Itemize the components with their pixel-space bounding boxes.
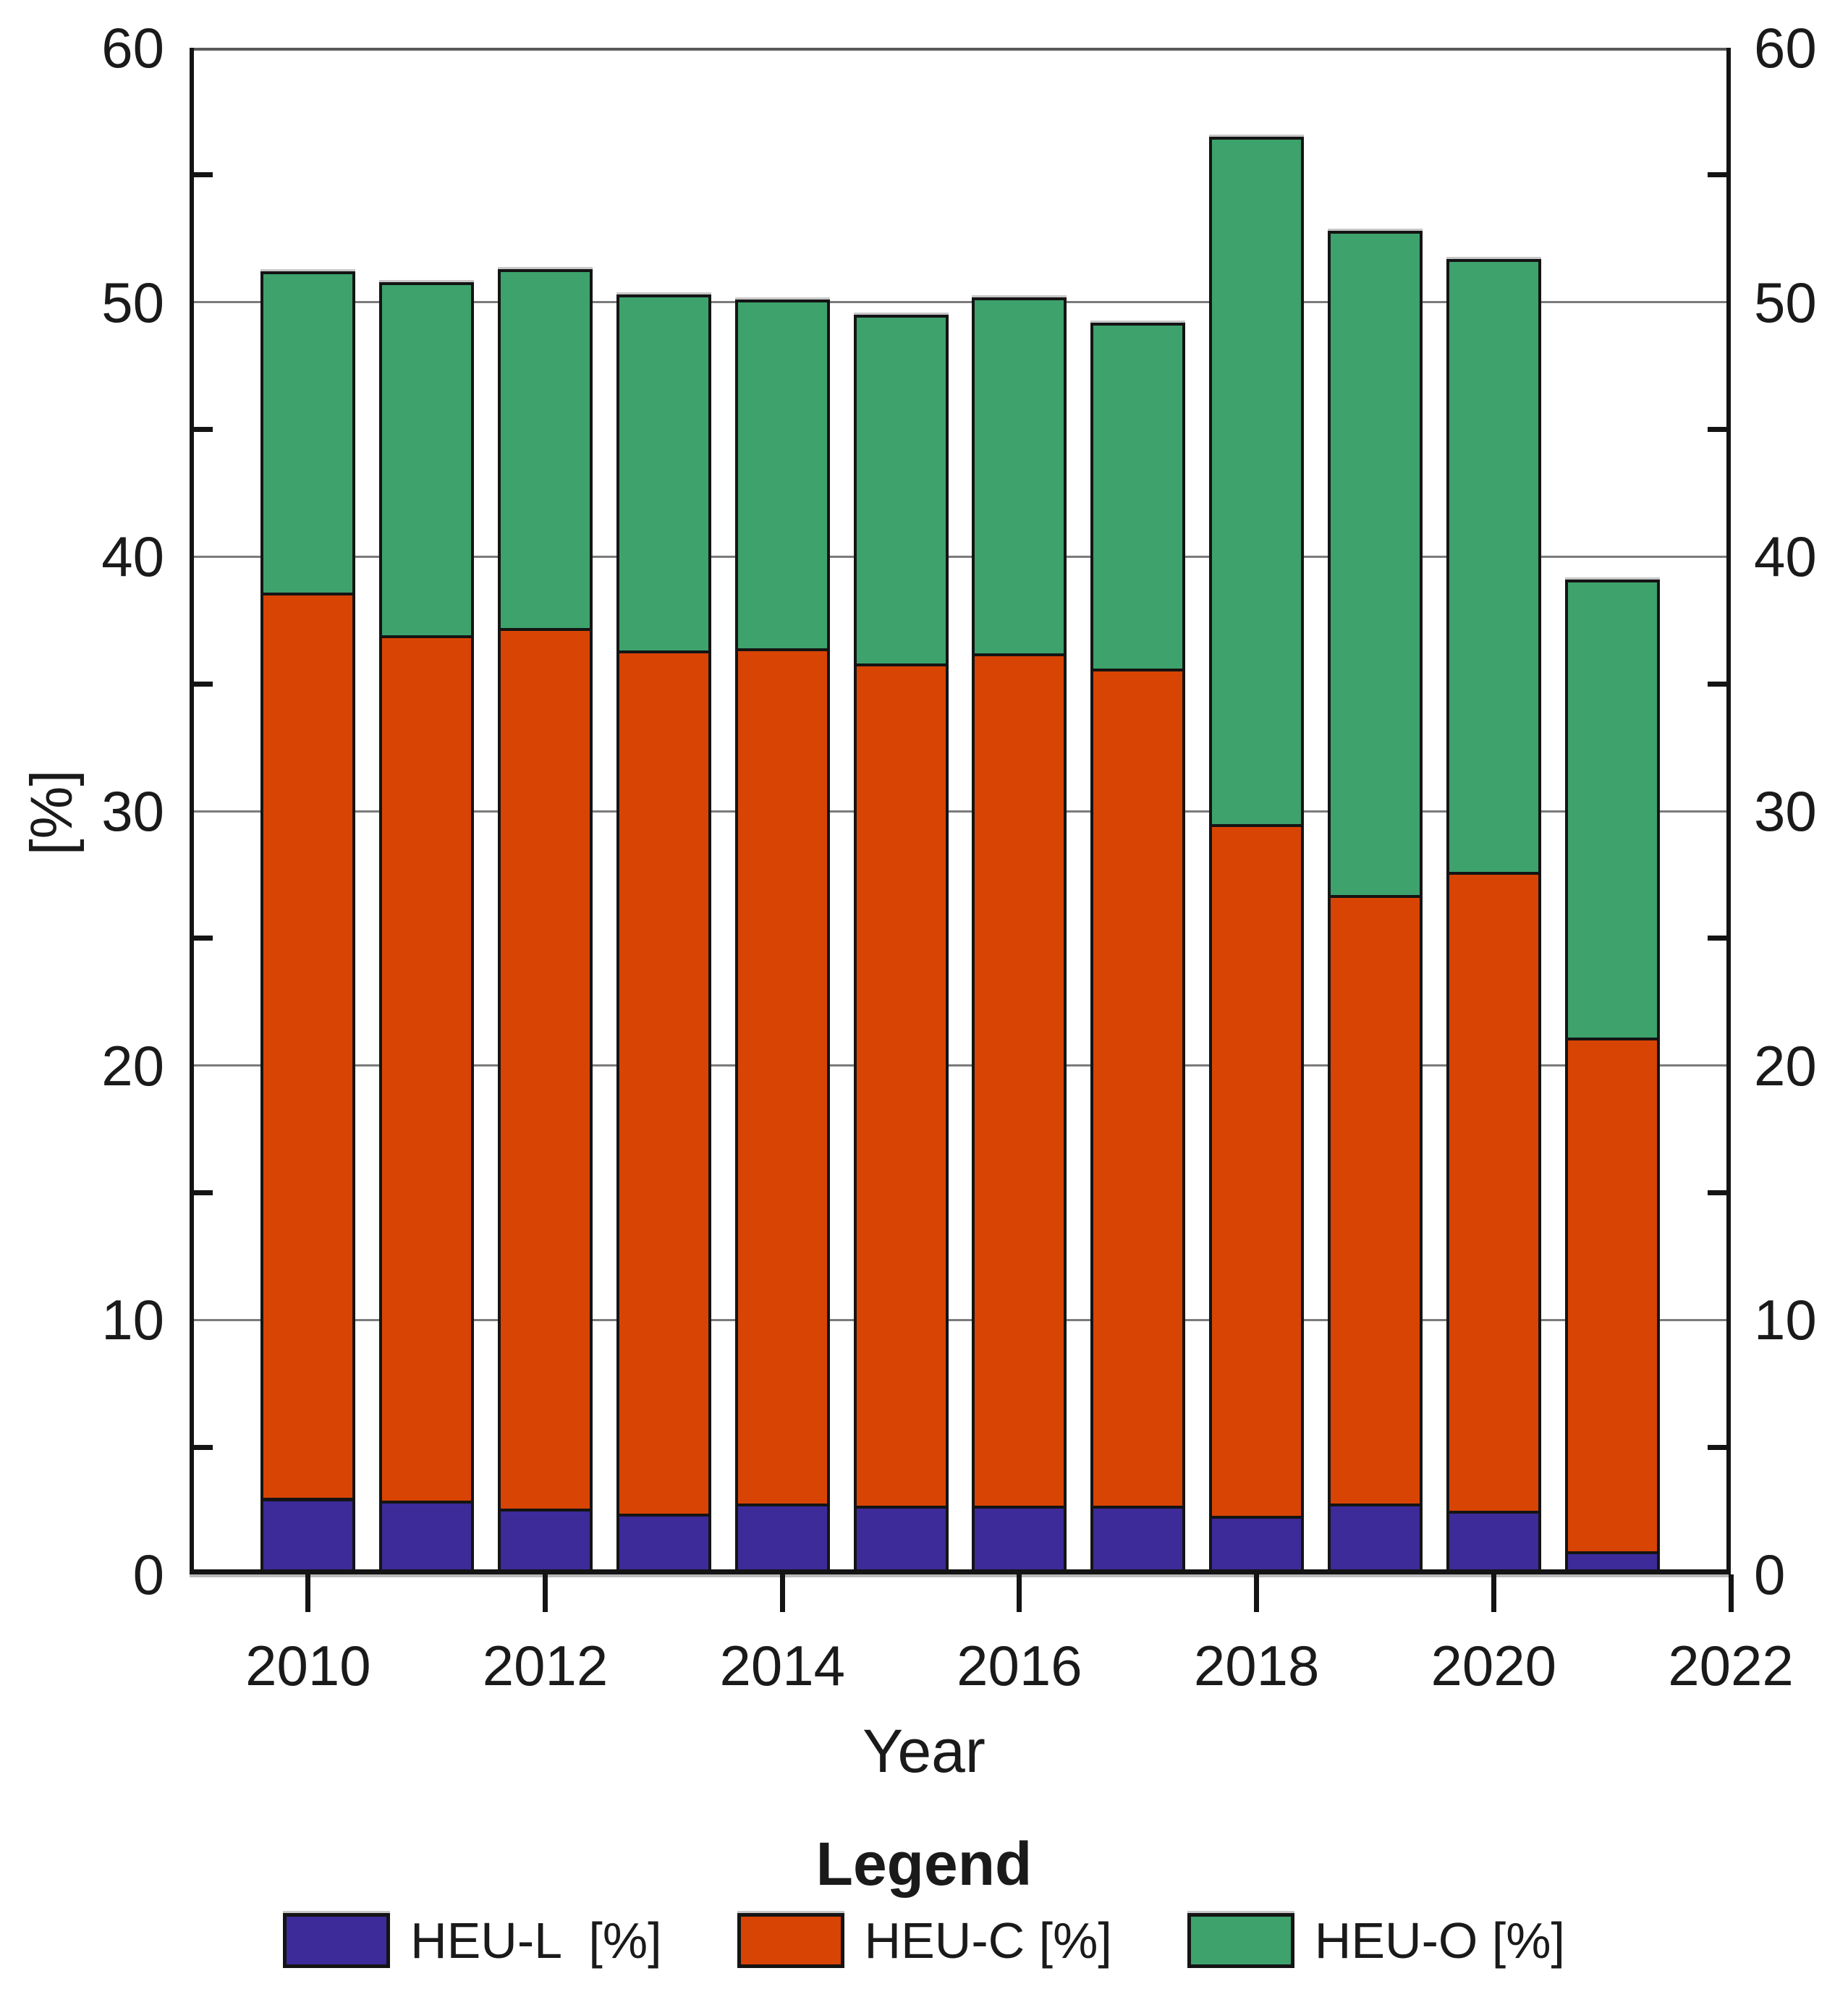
x-tick-label: 2010 <box>245 1634 371 1697</box>
bar-segment <box>616 294 711 654</box>
y-minor-tick <box>194 681 213 687</box>
y-minor-tick <box>1708 936 1726 941</box>
bar-segment <box>1327 895 1423 1506</box>
y-axis-left-spine <box>190 48 194 1574</box>
legend-swatch <box>737 1913 844 1968</box>
legend-label: HEU-C [%] <box>864 1912 1112 1969</box>
legend-item: HEU-O [%] <box>1187 1912 1565 1969</box>
bar-segment <box>260 1498 356 1574</box>
gridline <box>190 810 1731 813</box>
bar-segment <box>734 648 830 1506</box>
y-minor-tick <box>1708 1444 1726 1450</box>
y-tick-label: 40 <box>101 525 164 589</box>
bar-segment <box>379 635 475 1504</box>
x-tick-label: 2014 <box>719 1634 845 1697</box>
y-tick-label: 50 <box>1754 270 1817 334</box>
bar-segment <box>260 271 356 595</box>
y-tick-label: 20 <box>101 1033 164 1098</box>
y-minor-tick <box>194 936 213 941</box>
gridline <box>190 555 1731 558</box>
x-axis-spine <box>190 1569 1731 1574</box>
legend-swatch <box>283 1913 391 1968</box>
legend-label: HEU-O [%] <box>1314 1912 1565 1969</box>
bar-segment <box>1090 1506 1186 1574</box>
bar-segment <box>1090 322 1186 672</box>
bar-segment <box>379 281 475 639</box>
y-tick-label: 40 <box>1754 525 1817 589</box>
x-major-tick <box>1017 1574 1022 1612</box>
gridline <box>190 1064 1731 1067</box>
bar-segment <box>498 627 593 1511</box>
y-minor-tick <box>194 1444 213 1450</box>
y-minor-tick <box>194 427 213 432</box>
legend-label: HEU-L [%] <box>410 1912 662 1969</box>
bar-segment <box>1446 872 1541 1514</box>
y-minor-tick <box>1708 681 1726 687</box>
plot-area: 0 0 10 10 20 20 30 30 40 40 50 50 60 60 2010 2012 2014 20… <box>101 16 1817 1697</box>
x-tick-label: 2016 <box>957 1634 1082 1697</box>
y-minor-tick <box>1708 427 1726 432</box>
y-tick-label: 0 <box>1754 1543 1786 1606</box>
bar-segment <box>1327 231 1423 899</box>
x-tick-label: 2018 <box>1193 1634 1320 1697</box>
x-major-tick <box>779 1574 785 1612</box>
bar-segment <box>616 650 711 1517</box>
bar-segment <box>853 1506 949 1574</box>
y-minor-tick <box>1708 1190 1726 1195</box>
bar-segment <box>1090 669 1186 1509</box>
bar-segment <box>972 653 1067 1509</box>
bar-segment <box>1446 1511 1541 1574</box>
bar-segment <box>853 315 949 667</box>
x-major-tick <box>543 1574 548 1612</box>
x-axis-title: Year <box>862 1717 986 1785</box>
x-tick-label: 2022 <box>1668 1634 1794 1697</box>
y-tick-label: 20 <box>1754 1033 1817 1098</box>
x-major-tick <box>1254 1574 1260 1612</box>
bar-segment <box>616 1513 711 1574</box>
bar-segment <box>1564 1037 1660 1555</box>
y-minor-tick <box>1708 172 1726 178</box>
bar-segment <box>498 268 593 631</box>
gridline <box>190 301 1731 304</box>
bar-segment <box>972 1506 1067 1574</box>
bar-segment <box>1446 258 1541 875</box>
legend-title: Legend <box>815 1830 1033 1898</box>
bar-segment <box>260 592 356 1501</box>
gridline-top <box>190 48 1731 51</box>
legend-item: HEU-L [%] <box>283 1912 662 1969</box>
bar-segment <box>1327 1503 1423 1574</box>
y-tick-label: 30 <box>101 779 164 843</box>
bar-segment <box>853 663 949 1509</box>
x-major-tick <box>1728 1574 1734 1612</box>
x-tick-label: 2012 <box>482 1634 609 1697</box>
y-tick-label: 60 <box>1754 16 1817 80</box>
y-axis-right-spine <box>1726 48 1731 1574</box>
y-tick-label: 10 <box>101 1288 164 1352</box>
bar-segment <box>1209 1516 1305 1574</box>
bar-segment <box>734 1503 830 1574</box>
x-major-tick <box>1491 1574 1496 1612</box>
bar-segment <box>1209 137 1305 827</box>
y-minor-tick <box>194 172 213 178</box>
legend: HEU-L [%] HEU-C [%] HEU-O [%] <box>0 1912 1848 1969</box>
bar-segment <box>1564 579 1660 1040</box>
y-tick-label: 10 <box>1754 1288 1817 1352</box>
y-tick-label: 0 <box>132 1543 164 1606</box>
y-tick-label: 50 <box>101 270 164 334</box>
legend-swatch <box>1187 1913 1294 1968</box>
bar-segment <box>498 1508 593 1574</box>
bar-segment <box>379 1501 475 1574</box>
bar-segment <box>1209 823 1305 1519</box>
x-major-tick <box>305 1574 311 1612</box>
bar-segment <box>972 297 1067 656</box>
legend-item: HEU-C [%] <box>737 1912 1112 1969</box>
x-tick-label: 2020 <box>1430 1634 1557 1697</box>
y-minor-tick <box>194 1190 213 1195</box>
y-tick-label: 60 <box>101 16 164 80</box>
bar-segment <box>734 300 830 651</box>
y-tick-label: 30 <box>1754 779 1817 843</box>
gridline <box>190 1318 1731 1321</box>
